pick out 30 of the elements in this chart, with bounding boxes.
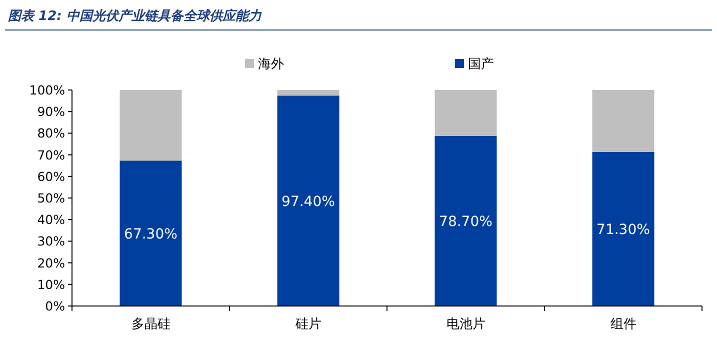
y-tick-label: 0% <box>45 298 66 314</box>
bar <box>120 90 182 161</box>
y-tick-label: 90% <box>37 104 66 120</box>
bar <box>592 152 654 306</box>
legend-label: 海外 <box>258 57 284 72</box>
y-tick-label: 70% <box>37 147 66 162</box>
y-tick-label: 60% <box>37 168 66 184</box>
x-tick-label: 电池片 <box>446 317 486 332</box>
data-label: 67.30% <box>124 226 178 242</box>
y-tick-label: 30% <box>37 234 66 249</box>
legend-label: 国产 <box>468 57 494 72</box>
y-tick-label: 10% <box>37 276 66 292</box>
bar <box>434 90 497 136</box>
data-label: 97.40% <box>282 194 335 210</box>
bar <box>277 90 340 96</box>
y-tick-label: 80% <box>37 126 66 141</box>
x-tick-label: 硅片 <box>294 317 322 332</box>
x-tick-label: 多晶硅 <box>131 317 170 332</box>
bar <box>120 160 182 306</box>
data-label: 78.70% <box>439 214 492 230</box>
y-tick-label: 20% <box>37 255 66 270</box>
bar <box>277 96 340 306</box>
x-tick-label: 组件 <box>610 317 636 332</box>
y-tick-label: 40% <box>37 212 66 228</box>
y-tick-label: 100% <box>29 82 66 98</box>
chart-title: 图表 12: 中国光伏产业链具备全球供应能力 <box>8 8 262 24</box>
data-label: 71.30% <box>596 222 650 238</box>
bar <box>592 90 654 152</box>
bar <box>434 136 497 306</box>
y-tick-label: 50% <box>37 190 66 206</box>
